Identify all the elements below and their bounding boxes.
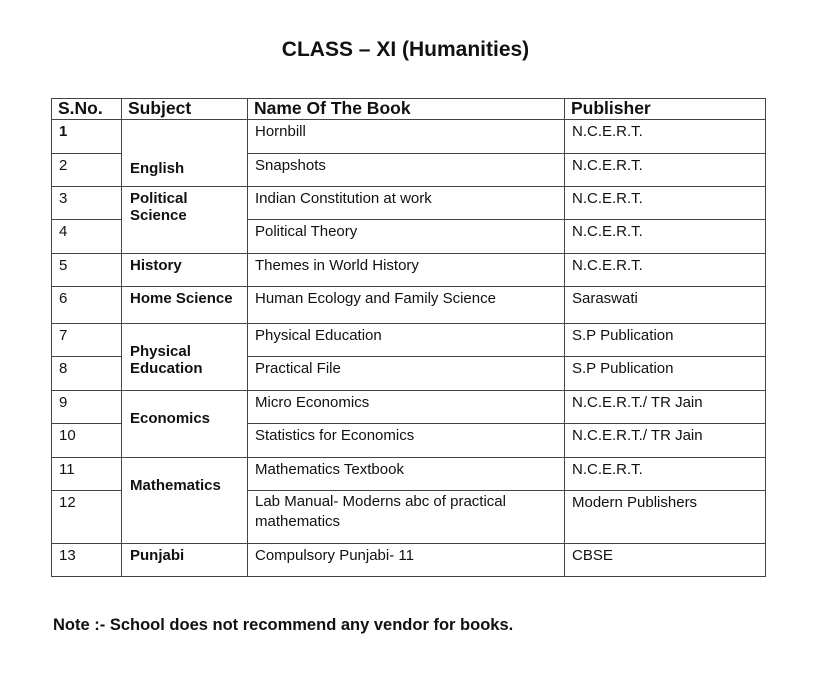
book-cell: Indian Constitution at work xyxy=(247,186,565,220)
page-title: CLASS – XI (Humanities) xyxy=(281,38,530,61)
publisher-cell: CBSE xyxy=(564,543,766,577)
table-row: 10 Statistics for Economics N.C.E.R.T./ … xyxy=(51,423,766,458)
sno-cell: 1 xyxy=(51,119,122,154)
sno-cell: 12 xyxy=(51,490,122,544)
table-row: 5 History Themes in World History N.C.E.… xyxy=(51,253,766,287)
table-row: 7 Physical Education Physical Education … xyxy=(51,323,766,391)
book-cell: Human Ecology and Family Science xyxy=(247,286,565,324)
publisher-cell: N.C.E.R.T./ TR Jain xyxy=(564,390,766,424)
publisher-cell: N.C.E.R.T. xyxy=(564,119,766,154)
table-row: 3 Political Science Indian Constitution … xyxy=(51,186,766,254)
sno-cell: 11 xyxy=(51,457,122,491)
publisher-cell: S.P Publication xyxy=(564,323,766,357)
sno-cell: 13 xyxy=(51,543,122,577)
publisher-cell: N.C.E.R.T. xyxy=(564,253,766,287)
table-row: 4 Political Theory N.C.E.R.T. xyxy=(51,219,766,254)
book-cell: Hornbill xyxy=(247,119,565,154)
subject-cell: Punjabi xyxy=(121,543,248,577)
table-row: 1 English Hornbill N.C.E.R.T. xyxy=(51,119,766,187)
header-sno: S.No. xyxy=(51,98,122,120)
sno-cell: 10 xyxy=(51,423,122,458)
book-cell: Lab Manual- Moderns abc of practical mat… xyxy=(247,490,565,544)
sno-cell: 5 xyxy=(51,253,122,287)
book-cell: Practical File xyxy=(247,356,565,391)
subject-cell: Physical Education xyxy=(121,323,248,391)
table-row: 12 Lab Manual- Moderns abc of practical … xyxy=(51,490,766,544)
book-cell: Political Theory xyxy=(247,219,565,254)
publisher-cell: N.C.E.R.T./ TR Jain xyxy=(564,423,766,458)
book-cell: Micro Economics xyxy=(247,390,565,424)
sno-cell: 2 xyxy=(51,153,122,187)
table-row: 6 Home Science Human Ecology and Family … xyxy=(51,286,766,324)
subject-cell: English xyxy=(121,119,248,187)
vendor-note: Note :- School does not recommend any ve… xyxy=(53,616,514,634)
subject-cell: Home Science xyxy=(121,286,248,324)
publisher-cell: Modern Publishers xyxy=(564,490,766,544)
sno-cell: 7 xyxy=(51,323,122,357)
publisher-cell: N.C.E.R.T. xyxy=(564,219,766,254)
publisher-cell: N.C.E.R.T. xyxy=(564,457,766,491)
subject-cell: History xyxy=(121,253,248,287)
sno-cell: 9 xyxy=(51,390,122,424)
book-cell: Statistics for Economics xyxy=(247,423,565,458)
sno-cell: 3 xyxy=(51,186,122,220)
publisher-cell: N.C.E.R.T. xyxy=(564,186,766,220)
sno-cell: 6 xyxy=(51,286,122,324)
publisher-cell: Saraswati xyxy=(564,286,766,324)
table-row: 13 Punjabi Compulsory Punjabi- 11 CBSE xyxy=(51,543,766,577)
sno-cell: 4 xyxy=(51,219,122,254)
subject-cell: Economics xyxy=(121,390,248,458)
header-book: Name Of The Book xyxy=(247,98,565,120)
table-row: 9 Economics Micro Economics N.C.E.R.T./ … xyxy=(51,390,766,458)
table-header-row: S.No. Subject Name Of The Book Publisher xyxy=(51,98,766,120)
book-list-table: S.No. Subject Name Of The Book Publisher… xyxy=(51,98,766,577)
book-cell: Physical Education xyxy=(247,323,565,357)
book-cell: Snapshots xyxy=(247,153,565,187)
table-row: 2 Snapshots N.C.E.R.T. xyxy=(51,153,766,187)
book-cell: Compulsory Punjabi- 11 xyxy=(247,543,565,577)
header-subject: Subject xyxy=(121,98,248,120)
header-publisher: Publisher xyxy=(564,98,766,120)
book-cell: Mathematics Textbook xyxy=(247,457,565,491)
publisher-cell: N.C.E.R.T. xyxy=(564,153,766,187)
book-cell: Themes in World History xyxy=(247,253,565,287)
subject-cell: Mathematics xyxy=(121,457,248,544)
subject-cell: Political Science xyxy=(121,186,248,254)
publisher-cell: S.P Publication xyxy=(564,356,766,391)
table-row: 11 Mathematics Mathematics Textbook N.C.… xyxy=(51,457,766,544)
sno-cell: 8 xyxy=(51,356,122,391)
